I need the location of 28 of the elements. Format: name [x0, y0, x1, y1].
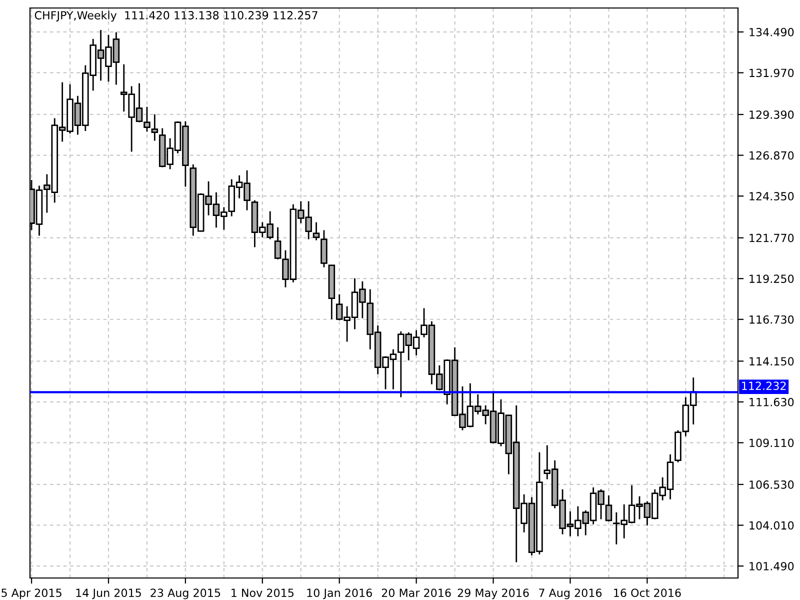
- x-tick-label: 14 Jun 2015: [76, 588, 141, 600]
- y-tick-label: 121.770: [750, 234, 794, 242]
- candlestick: [312, 222, 320, 241]
- x-tick-label: 16 Oct 2016: [614, 588, 681, 598]
- x-tick-label: 20 Mar 2016: [382, 588, 451, 598]
- candlestick: [151, 114, 158, 142]
- y-tick-label: 131.970: [750, 68, 794, 78]
- x-tick-label: 10 Jan 2016: [307, 588, 372, 600]
- y-tick-label: 124.350: [750, 192, 794, 200]
- x-tick-label: 1 Nov 2015: [232, 588, 294, 598]
- x-tick-label: 29 May 2016: [458, 588, 529, 600]
- ref-line-label: 112.232: [742, 382, 786, 390]
- x-tick-label: 5 Apr 2015: [2, 588, 62, 600]
- y-tick-label: 114.150: [750, 357, 794, 366]
- y-tick-label: 106.530: [750, 480, 794, 489]
- candlestick: [320, 230, 328, 268]
- y-tick-label: 101.490: [750, 562, 794, 570]
- y-tick-label: 111.630: [750, 398, 794, 406]
- y-tick-label: 104.010: [750, 521, 794, 530]
- y-tick-label: 134.490: [750, 28, 794, 36]
- y-tick-label: 109.110: [750, 438, 794, 448]
- chart-title: CHFJPY,Weekly 111.420 113.138 110.239 112.257: [34, 10, 318, 22]
- y-tick-label: 129.390: [750, 110, 794, 119]
- x-tick-label: 23 Aug 2015: [150, 588, 220, 600]
- y-tick-label: 126.870: [750, 151, 794, 160]
- x-tick-label: 7 Aug 2016: [539, 588, 602, 600]
- y-tick-label: 116.730: [750, 315, 794, 324]
- y-tick-label: 119.250: [750, 274, 794, 283]
